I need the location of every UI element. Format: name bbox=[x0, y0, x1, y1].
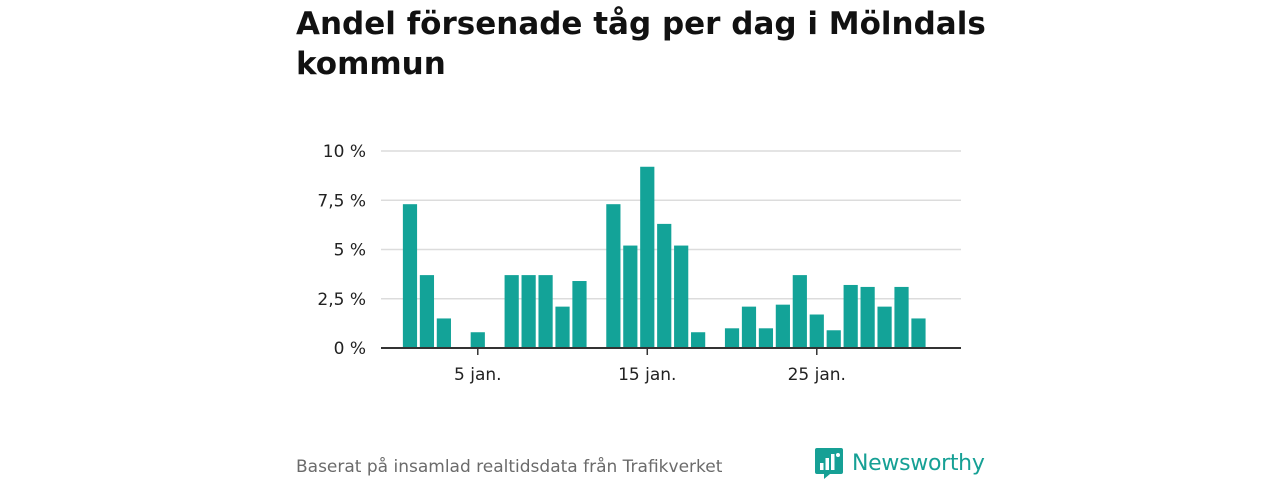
bar bbox=[402, 204, 418, 348]
newsworthy-logo-icon bbox=[815, 448, 843, 479]
brand-logo: Newsworthy bbox=[814, 446, 985, 480]
brand-name: Newsworthy bbox=[852, 450, 985, 476]
bar bbox=[843, 284, 858, 348]
x-axis-ticks: 5 jan. 15 jan. 25 jan. bbox=[454, 348, 846, 385]
y-tick-label: 5 % bbox=[334, 241, 366, 261]
bar bbox=[894, 286, 909, 348]
y-tick-label: 10 % bbox=[323, 142, 366, 162]
bar bbox=[436, 318, 451, 348]
y-tick-label: 7,5 % bbox=[317, 191, 366, 211]
bar bbox=[572, 281, 587, 348]
bar bbox=[640, 166, 655, 348]
bar bbox=[538, 275, 553, 348]
bar bbox=[623, 245, 638, 348]
bar bbox=[826, 330, 841, 348]
bar-series bbox=[402, 166, 926, 348]
source-note: Baserat på insamlad realtidsdata från Tr… bbox=[296, 457, 723, 477]
bar bbox=[860, 286, 875, 348]
bar bbox=[911, 318, 926, 348]
bar bbox=[691, 332, 706, 348]
bar bbox=[758, 328, 774, 348]
bar bbox=[504, 275, 519, 348]
bar bbox=[877, 306, 892, 348]
x-tick-label: 25 jan. bbox=[788, 365, 846, 385]
x-tick-label: 5 jan. bbox=[454, 365, 502, 385]
bar bbox=[809, 314, 824, 348]
bar bbox=[674, 245, 689, 348]
bar bbox=[724, 328, 740, 348]
bar bbox=[657, 223, 672, 348]
bar-chart: 0 % 2,5 % 5 % 7,5 % 10 % 5 jan. 15 jan. 25 jan… bbox=[317, 142, 961, 385]
bar bbox=[470, 332, 485, 348]
bar bbox=[775, 304, 790, 348]
bar bbox=[555, 306, 570, 348]
y-axis-ticks: 0 % 2,5 % 5 % 7,5 % 10 % bbox=[317, 142, 366, 359]
y-tick-label: 2,5 % bbox=[317, 290, 366, 310]
x-tick-label: 15 jan. bbox=[618, 365, 676, 385]
bar bbox=[606, 204, 621, 348]
chart-title: Andel försenade tåg per dag i Mölndals k… bbox=[296, 6, 986, 82]
bar bbox=[792, 275, 807, 348]
bar bbox=[521, 275, 536, 348]
bar bbox=[419, 275, 435, 348]
y-tick-label: 0 % bbox=[334, 339, 366, 359]
bar bbox=[741, 306, 757, 348]
